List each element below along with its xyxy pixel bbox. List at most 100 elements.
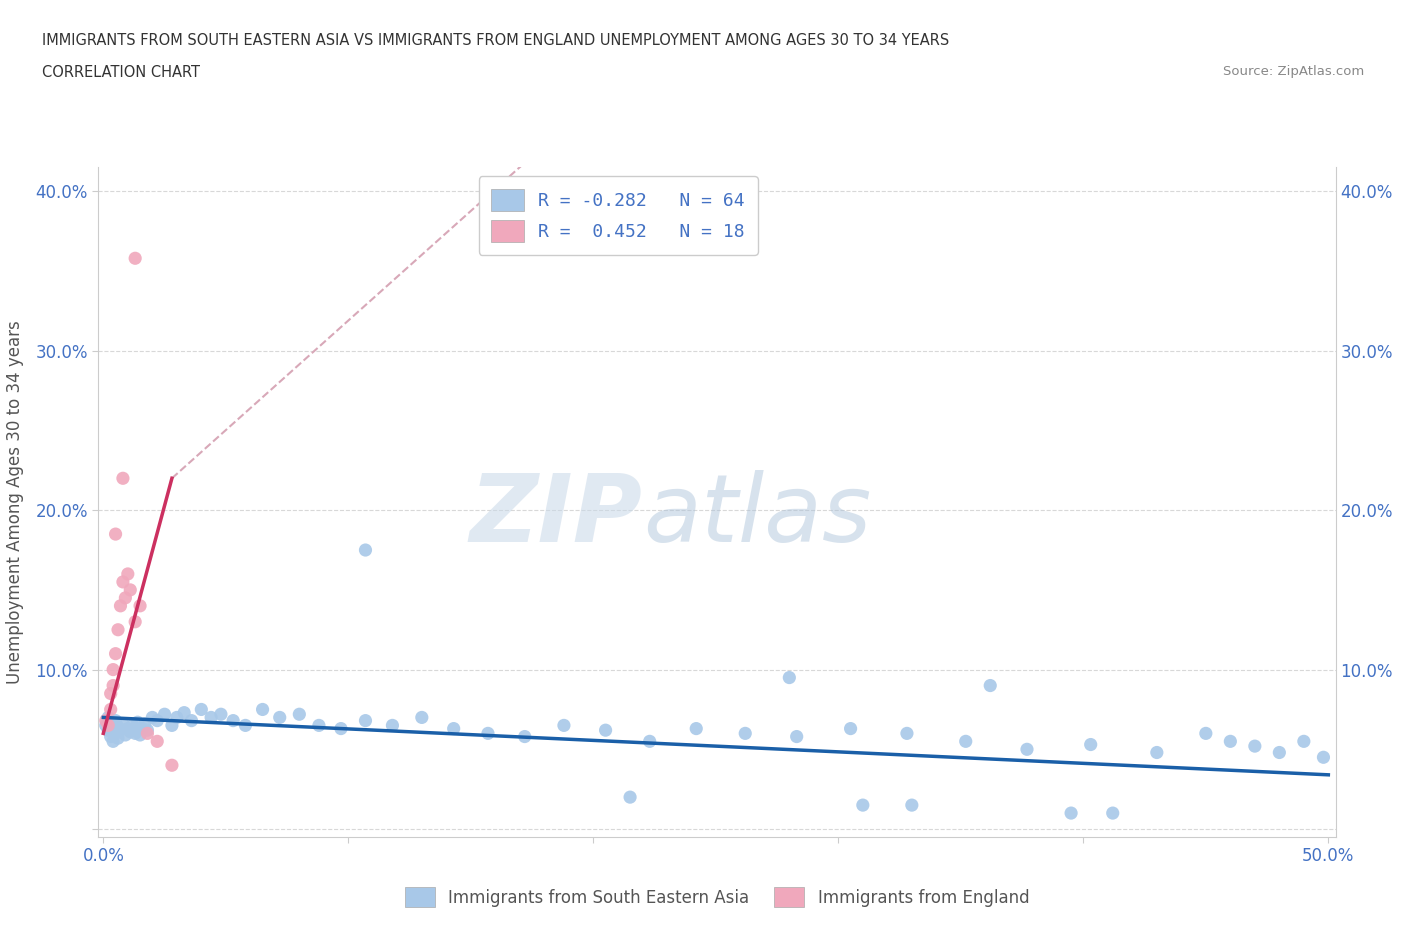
Point [308,718,330,733]
Point [146,734,169,749]
Point [110,723,132,737]
Point [685,721,707,736]
Text: atlas: atlas [643,470,872,561]
Point [107,720,129,735]
Point [110,598,132,613]
Text: IMMIGRANTS FROM SOUTH EASTERN ASIA VS IMMIGRANTS FROM ENGLAND UNEMPLOYMENT AMONG: IMMIGRANTS FROM SOUTH EASTERN ASIA VS IM… [42,33,949,47]
Point [117,721,139,736]
Point [288,707,311,722]
Point [97,710,120,724]
Point [124,251,146,266]
Point [104,726,127,741]
Point [129,727,152,742]
Point [100,702,122,717]
Point [955,734,977,749]
Point [1268,745,1291,760]
Point [354,542,377,557]
Point [235,718,257,733]
Point [477,726,499,741]
Point [100,729,122,744]
Point [638,734,661,749]
Point [120,724,142,739]
Point [107,622,129,637]
Point [901,798,924,813]
Point [173,705,195,720]
Point [896,726,918,741]
Point [553,718,575,733]
Point [101,721,124,736]
Point [354,713,377,728]
Point [101,678,124,693]
Point [124,726,146,741]
Point [114,727,136,742]
Point [160,718,183,733]
Point [136,723,159,737]
Point [1243,738,1265,753]
Point [136,726,159,741]
Point [114,591,136,605]
Point [166,710,188,724]
Point [734,726,756,741]
Point [111,471,134,485]
Point [411,710,433,724]
Point [100,686,122,701]
Point [111,716,134,731]
Point [839,721,862,736]
Text: Source: ZipAtlas.com: Source: ZipAtlas.com [1223,65,1364,78]
Point [1146,745,1168,760]
Point [146,713,169,728]
Point [778,671,800,685]
Y-axis label: Unemployment Among Ages 30 to 34 years: Unemployment Among Ages 30 to 34 years [7,320,24,684]
Point [97,723,120,737]
Point [595,723,617,737]
Point [153,707,176,722]
Point [1015,742,1038,757]
Point [129,598,152,613]
Point [1080,737,1102,752]
Point [117,566,139,581]
Point [330,721,353,736]
Point [269,710,291,724]
Point [180,713,202,728]
Point [127,715,149,730]
Point [1101,805,1123,820]
Point [111,575,134,590]
Point [443,721,465,736]
Point [107,731,129,746]
Point [190,702,212,717]
Point [222,713,245,728]
Point [100,715,122,730]
Point [104,713,127,728]
Point [94,718,117,733]
Point [979,678,1001,693]
Point [381,718,404,733]
Point [160,758,183,773]
Point [252,702,274,717]
Point [131,721,153,736]
Point [120,582,142,597]
Point [852,798,875,813]
Point [101,734,124,749]
Point [104,646,127,661]
Point [104,526,127,541]
Point [124,615,146,630]
Point [1195,726,1218,741]
Point [619,790,641,804]
Legend: Immigrants from South Eastern Asia, Immigrants from England: Immigrants from South Eastern Asia, Immi… [396,879,1038,916]
Point [121,718,143,733]
Point [1219,734,1241,749]
Text: ZIP: ZIP [470,470,643,562]
Point [94,713,117,728]
Point [200,710,222,724]
Point [786,729,808,744]
Point [1060,805,1083,820]
Point [97,718,120,733]
Point [134,716,156,731]
Point [209,707,232,722]
Point [513,729,536,744]
Text: CORRELATION CHART: CORRELATION CHART [42,65,200,80]
Point [141,710,163,724]
Point [1292,734,1315,749]
Point [1312,750,1334,764]
Point [101,662,124,677]
